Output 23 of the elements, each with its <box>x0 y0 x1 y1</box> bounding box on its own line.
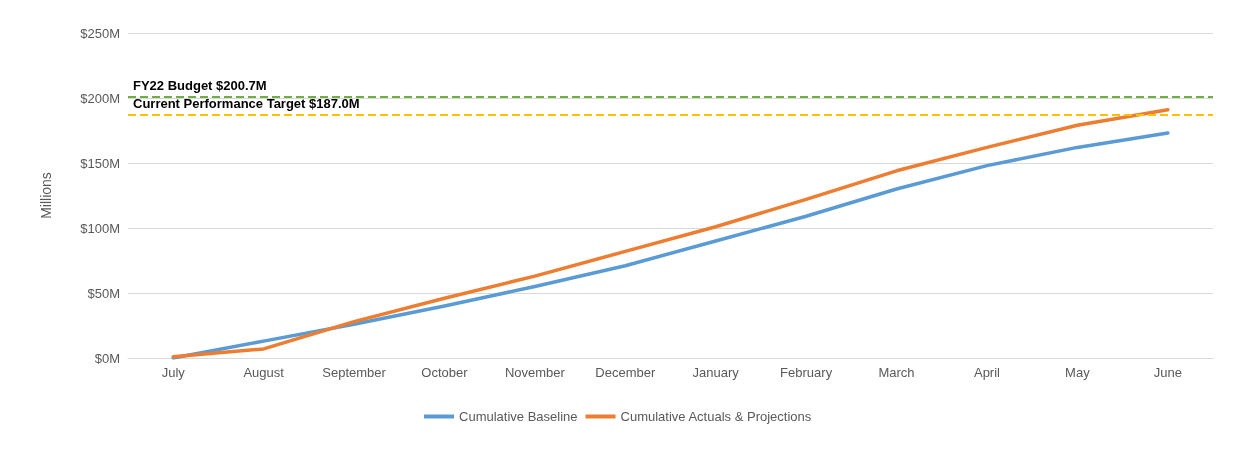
x-tick-label: September <box>322 365 387 380</box>
y-tick-label: $200M <box>80 90 120 106</box>
ref-line-label: FY22 Budget $200.7M <box>133 78 267 94</box>
legend-label: Cumulative Actuals & Projections <box>620 409 812 424</box>
x-tick-label: August <box>243 365 285 380</box>
y-tick-label: $100M <box>80 220 120 236</box>
y-axis-title: Millions <box>38 172 54 219</box>
x-tick-label: June <box>1153 365 1182 380</box>
ref-line-label: Current Performance Target $187.0M <box>133 95 360 111</box>
y-tick-label: $150M <box>80 155 120 171</box>
x-tick-label: April <box>973 365 1001 380</box>
x-tick-label: July <box>161 365 186 380</box>
y-tick-label: $50M <box>87 285 120 301</box>
legend-label: Cumulative Baseline <box>459 409 578 424</box>
x-tick-label: May <box>1065 365 1091 380</box>
x-tick-label: November <box>504 365 566 380</box>
x-tick-label: January <box>692 365 740 380</box>
x-tick-label: December <box>595 365 656 380</box>
x-tick-label: October <box>421 365 469 380</box>
y-tick-label: $250M <box>80 25 120 41</box>
x-tick-label: February <box>780 365 833 380</box>
y-tick-label: $0M <box>94 350 120 366</box>
x-tick-label: March <box>878 365 915 380</box>
